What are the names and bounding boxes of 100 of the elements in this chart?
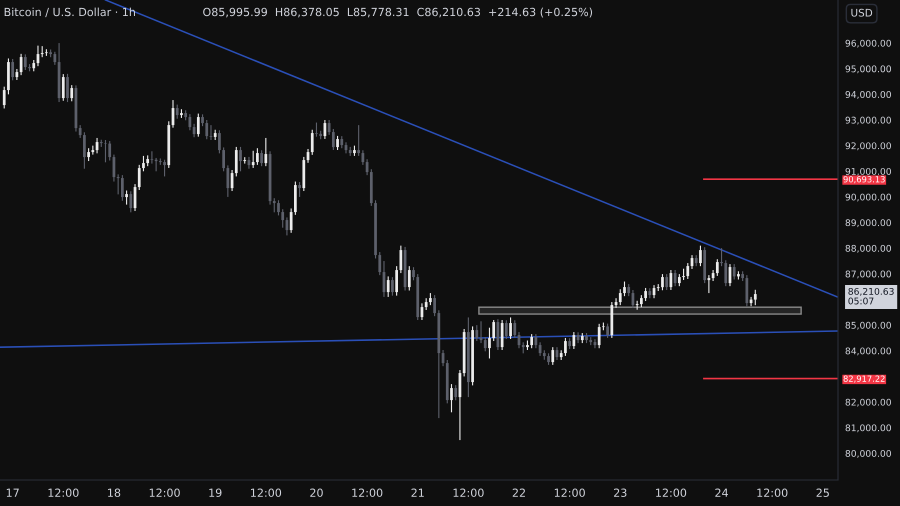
x-tick-label: 22 <box>512 488 525 497</box>
candlestick <box>656 284 660 292</box>
candlestick <box>391 276 394 296</box>
candlestick <box>648 288 652 299</box>
candlestick <box>568 338 572 350</box>
x-tick-label: 12:00 <box>454 488 484 497</box>
candlestick <box>585 332 588 344</box>
candlestick <box>138 164 141 191</box>
x-tick-label: 18 <box>108 488 120 497</box>
candlestick <box>205 119 208 140</box>
candlestick <box>480 320 482 344</box>
candlestick <box>589 336 592 346</box>
candlestick <box>534 334 538 349</box>
candlestick <box>188 114 192 131</box>
candlestick <box>580 332 584 344</box>
y-tick-label: 92,000.00 <box>846 142 891 150</box>
candlestick <box>576 332 580 344</box>
x-tick-label: 24 <box>715 488 728 497</box>
x-tick-label: 12:00 <box>150 488 180 497</box>
candlestick <box>484 336 487 352</box>
candlestick <box>112 154 116 182</box>
candlestick <box>556 346 558 361</box>
candlestick <box>690 254 694 270</box>
y-tick-label: 96,000.00 <box>846 40 891 48</box>
candlestick <box>716 258 719 276</box>
candlestick <box>618 288 622 306</box>
candlestick <box>129 190 132 213</box>
candlestick <box>40 46 44 58</box>
y-tick-label: 91,000.00 <box>846 168 891 176</box>
x-tick-label: 12:00 <box>554 488 585 497</box>
candlestick <box>154 157 158 172</box>
candlestick <box>564 337 567 356</box>
candlestick <box>699 245 702 267</box>
candlestick <box>306 148 310 164</box>
candlestick <box>100 139 103 148</box>
candlestick <box>538 342 542 356</box>
text: 86,210.63 05:07 <box>848 288 894 304</box>
candlestick <box>24 54 27 71</box>
candlestick <box>252 150 255 169</box>
candlestick <box>286 216 288 236</box>
candlestick <box>458 369 462 441</box>
candlestick <box>741 270 744 282</box>
candlestick <box>754 289 757 306</box>
candlestick <box>210 124 212 141</box>
candlestick <box>665 274 668 291</box>
x-tick-label: 25 <box>816 488 829 497</box>
candlestick <box>116 174 120 195</box>
ref-line-label: 90,693.13 <box>844 176 885 184</box>
text: USD <box>851 8 872 17</box>
candlestick <box>678 274 681 287</box>
candlestick <box>120 174 124 202</box>
candlestick <box>606 323 609 339</box>
x-tick-label: 21 <box>411 488 424 497</box>
candlestick <box>670 269 672 291</box>
candlestick <box>632 289 634 309</box>
candlestick <box>172 100 174 128</box>
candlestick <box>11 58 14 81</box>
candlestick <box>732 264 736 280</box>
candlestick <box>551 346 554 366</box>
candlestick <box>142 155 145 172</box>
x-tick-label: 12:00 <box>757 488 788 497</box>
x-tick-label: 12:00 <box>352 488 382 497</box>
x-tick-label: 19 <box>209 488 222 497</box>
candlestick <box>214 129 217 141</box>
x-tick-label: 23 <box>614 488 626 497</box>
candlestick <box>640 294 643 308</box>
candlestick <box>694 254 698 267</box>
candlestick <box>248 156 250 170</box>
candlestick <box>264 137 268 167</box>
candlestick <box>66 73 69 103</box>
x-tick-label: 20 <box>310 488 323 497</box>
candlestick <box>328 119 330 136</box>
candlestick <box>222 146 226 172</box>
candlestick <box>340 136 344 149</box>
candlestick <box>201 114 204 127</box>
candlestick <box>500 319 504 351</box>
y-tick-label: 90,000.00 <box>846 194 891 202</box>
candlestick <box>234 146 238 177</box>
candlestick <box>226 164 230 198</box>
candlestick <box>686 262 690 280</box>
candlestick <box>36 45 40 67</box>
candlestick <box>20 53 22 76</box>
candlestick <box>623 280 626 297</box>
candlestick <box>332 128 335 151</box>
candlestick <box>652 284 656 299</box>
candlestick <box>488 327 491 360</box>
candlestick <box>492 319 496 342</box>
candlestick <box>382 260 386 298</box>
candlestick <box>433 294 436 317</box>
candlestick <box>70 84 74 102</box>
candlestick <box>560 350 563 361</box>
candlestick <box>598 323 601 349</box>
candlestick <box>176 104 179 120</box>
candlestick <box>243 156 246 164</box>
candlestick <box>542 350 546 360</box>
candlestick <box>344 142 348 154</box>
y-tick-label: 85,000.00 <box>846 322 891 330</box>
x-tick-label: 12:00 <box>251 488 282 497</box>
candlestick <box>336 135 339 151</box>
candlestick <box>547 352 550 366</box>
